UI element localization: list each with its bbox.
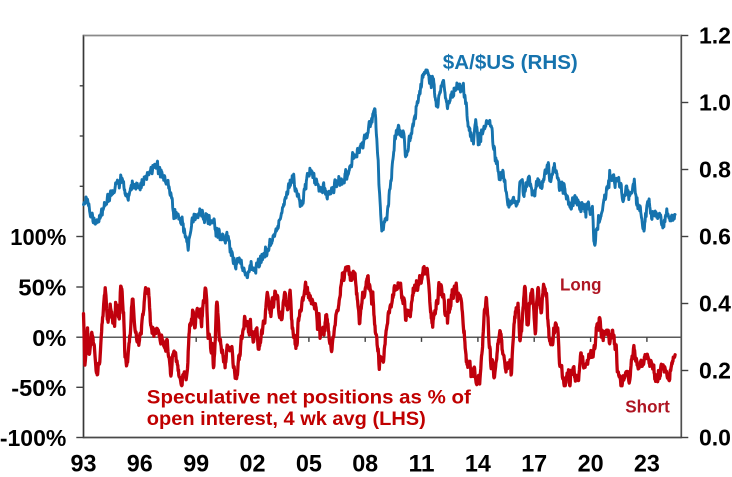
svg-text:02: 02 bbox=[240, 450, 266, 477]
svg-text:open interest, 4 wk avg (LHS): open interest, 4 wk avg (LHS) bbox=[147, 408, 426, 430]
svg-text:Speculative net positions as %: Speculative net positions as % of bbox=[147, 387, 472, 409]
svg-text:-50%: -50% bbox=[11, 375, 66, 401]
svg-text:50%: 50% bbox=[18, 275, 66, 301]
svg-text:Short: Short bbox=[625, 397, 670, 417]
svg-text:0.8: 0.8 bbox=[699, 157, 731, 183]
svg-text:96: 96 bbox=[127, 450, 153, 477]
svg-text:100%: 100% bbox=[10, 224, 66, 250]
svg-text:23: 23 bbox=[634, 450, 660, 477]
svg-text:20: 20 bbox=[578, 450, 604, 477]
svg-text:0.0: 0.0 bbox=[699, 425, 731, 451]
svg-text:17: 17 bbox=[521, 450, 547, 477]
svg-text:0.6: 0.6 bbox=[699, 224, 731, 250]
svg-text:11: 11 bbox=[409, 450, 435, 477]
svg-text:0.4: 0.4 bbox=[699, 291, 731, 317]
svg-text:0%: 0% bbox=[32, 325, 66, 351]
svg-text:0.2: 0.2 bbox=[699, 358, 731, 384]
svg-text:14: 14 bbox=[465, 450, 492, 477]
svg-text:1.2: 1.2 bbox=[699, 23, 731, 49]
svg-text:93: 93 bbox=[71, 450, 97, 477]
svg-text:$A/$US (RHS): $A/$US (RHS) bbox=[443, 52, 578, 74]
svg-text:-100%: -100% bbox=[0, 425, 66, 451]
svg-text:08: 08 bbox=[352, 450, 378, 477]
svg-text:99: 99 bbox=[183, 450, 209, 477]
svg-text:Long: Long bbox=[560, 275, 602, 295]
svg-text:1.0: 1.0 bbox=[699, 90, 731, 116]
svg-text:05: 05 bbox=[296, 450, 322, 477]
